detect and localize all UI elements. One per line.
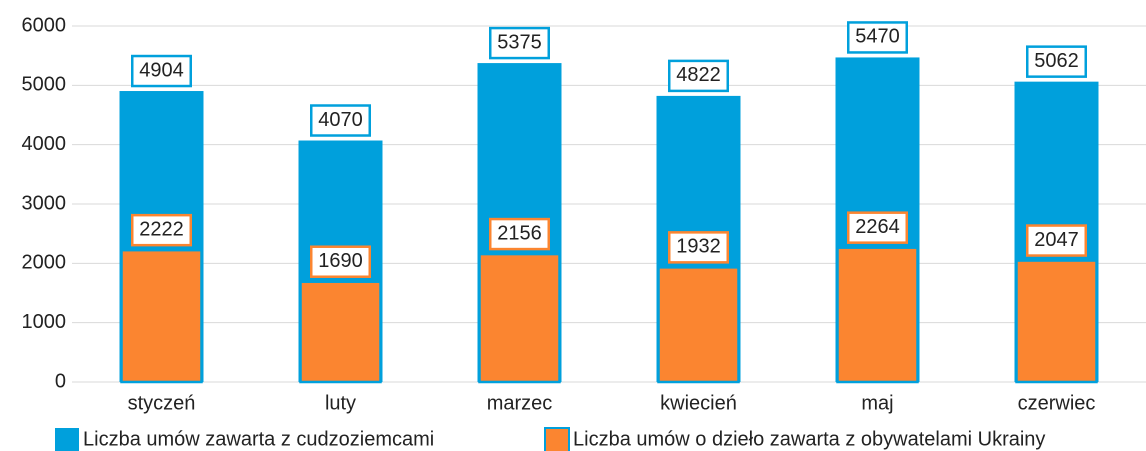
y-tick-label: 1000	[22, 311, 67, 333]
x-tick-label: styczeń	[128, 392, 196, 414]
y-tick-label: 3000	[22, 192, 67, 214]
data-label-box	[489, 217, 550, 251]
data-label: 5062	[1034, 50, 1079, 72]
legend-label: Liczba umów zawarta z cudzoziemcami	[83, 428, 434, 450]
x-tick-label: marzec	[487, 392, 553, 414]
y-tick-label: 4000	[22, 133, 67, 155]
bar	[299, 280, 382, 384]
y-tick-label: 5000	[22, 74, 67, 96]
bar	[836, 246, 919, 384]
data-label-box	[1026, 45, 1087, 78]
x-tick-label: czerwiec	[1018, 392, 1096, 414]
data-label-box	[131, 54, 192, 88]
legend-label: Liczba umów o dzieło zawarta z obywatela…	[573, 428, 1045, 450]
data-label-box	[310, 104, 371, 137]
legend-swatch	[55, 428, 79, 451]
data-label-box	[1026, 224, 1087, 257]
data-label: 1932	[676, 236, 721, 258]
data-label-box	[489, 26, 550, 60]
data-label-box	[668, 231, 729, 264]
data-label: 4904	[139, 59, 184, 81]
data-label-box	[131, 213, 192, 247]
bar	[1015, 259, 1098, 384]
y-tick-label: 0	[55, 370, 66, 392]
bar	[478, 252, 561, 384]
bar	[120, 248, 203, 384]
data-label: 2047	[1034, 229, 1079, 251]
x-tick-label: maj	[861, 392, 893, 414]
data-label: 4822	[676, 64, 721, 86]
data-label-box	[847, 211, 908, 244]
data-label: 4070	[318, 109, 363, 131]
bar	[657, 266, 740, 384]
data-label: 1690	[318, 250, 363, 272]
data-label: 5470	[855, 26, 900, 48]
x-tick-label: kwiecień	[660, 392, 737, 414]
data-label-box	[847, 21, 908, 54]
legend-swatch	[544, 427, 570, 451]
data-label-box	[310, 245, 371, 278]
y-tick-label: 2000	[22, 252, 67, 274]
data-label-box	[668, 59, 729, 93]
data-label: 2222	[139, 218, 184, 240]
data-label: 2156	[497, 222, 542, 244]
data-label: 2264	[855, 216, 900, 238]
x-tick-label: luty	[325, 392, 356, 414]
data-label: 5375	[497, 31, 542, 53]
y-tick-label: 6000	[22, 14, 67, 36]
